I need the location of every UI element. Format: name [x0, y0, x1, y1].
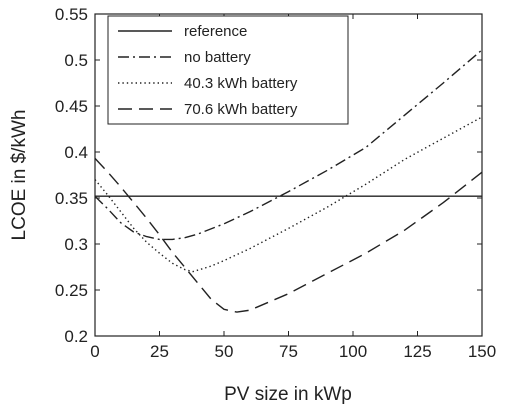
x-tick-label: 0	[90, 342, 99, 361]
x-tick-label: 125	[403, 342, 431, 361]
legend: reference no battery 40.3 kWh battery 70.6 …	[107, 15, 349, 125]
x-tick-label: 100	[339, 342, 367, 361]
legend-label-reference: reference	[184, 23, 247, 40]
y-tick-label: 0.45	[55, 97, 88, 116]
series-line-no-battery	[94, 49, 483, 241]
y-tick-label: 0.55	[55, 5, 88, 24]
series-layer	[94, 49, 483, 313]
legend-label-no-battery: no battery	[184, 49, 251, 66]
series-line-40-3-kwh-battery	[94, 116, 483, 273]
x-axis-label: PV size in kWp	[224, 384, 352, 405]
x-tick-label: 75	[279, 342, 298, 361]
legend-label-70-6-kwh-battery: 70.6 kWh battery	[184, 101, 298, 118]
x-tick-label: 50	[215, 342, 234, 361]
legend-box	[107, 15, 349, 125]
y-tick-label: 0.4	[64, 143, 88, 162]
y-tick-label: 0.25	[55, 281, 88, 300]
tick-layer: 0 25 50 75 100 125 150 0.2 0.25 0.3 0.35 0.4 0.45 0.5…	[55, 5, 496, 361]
legend-label-40-3-kwh-battery: 40.3 kWh battery	[184, 75, 298, 92]
y-tick-label: 0.5	[64, 51, 88, 70]
y-tick-label: 0.35	[55, 189, 88, 208]
y-axis-label: LCOE in $/kWh	[9, 110, 30, 241]
y-tick-label: 0.2	[64, 327, 88, 346]
x-tick-label: 25	[150, 342, 169, 361]
y-tick-label: 0.3	[64, 235, 88, 254]
x-tick-label: 150	[468, 342, 496, 361]
